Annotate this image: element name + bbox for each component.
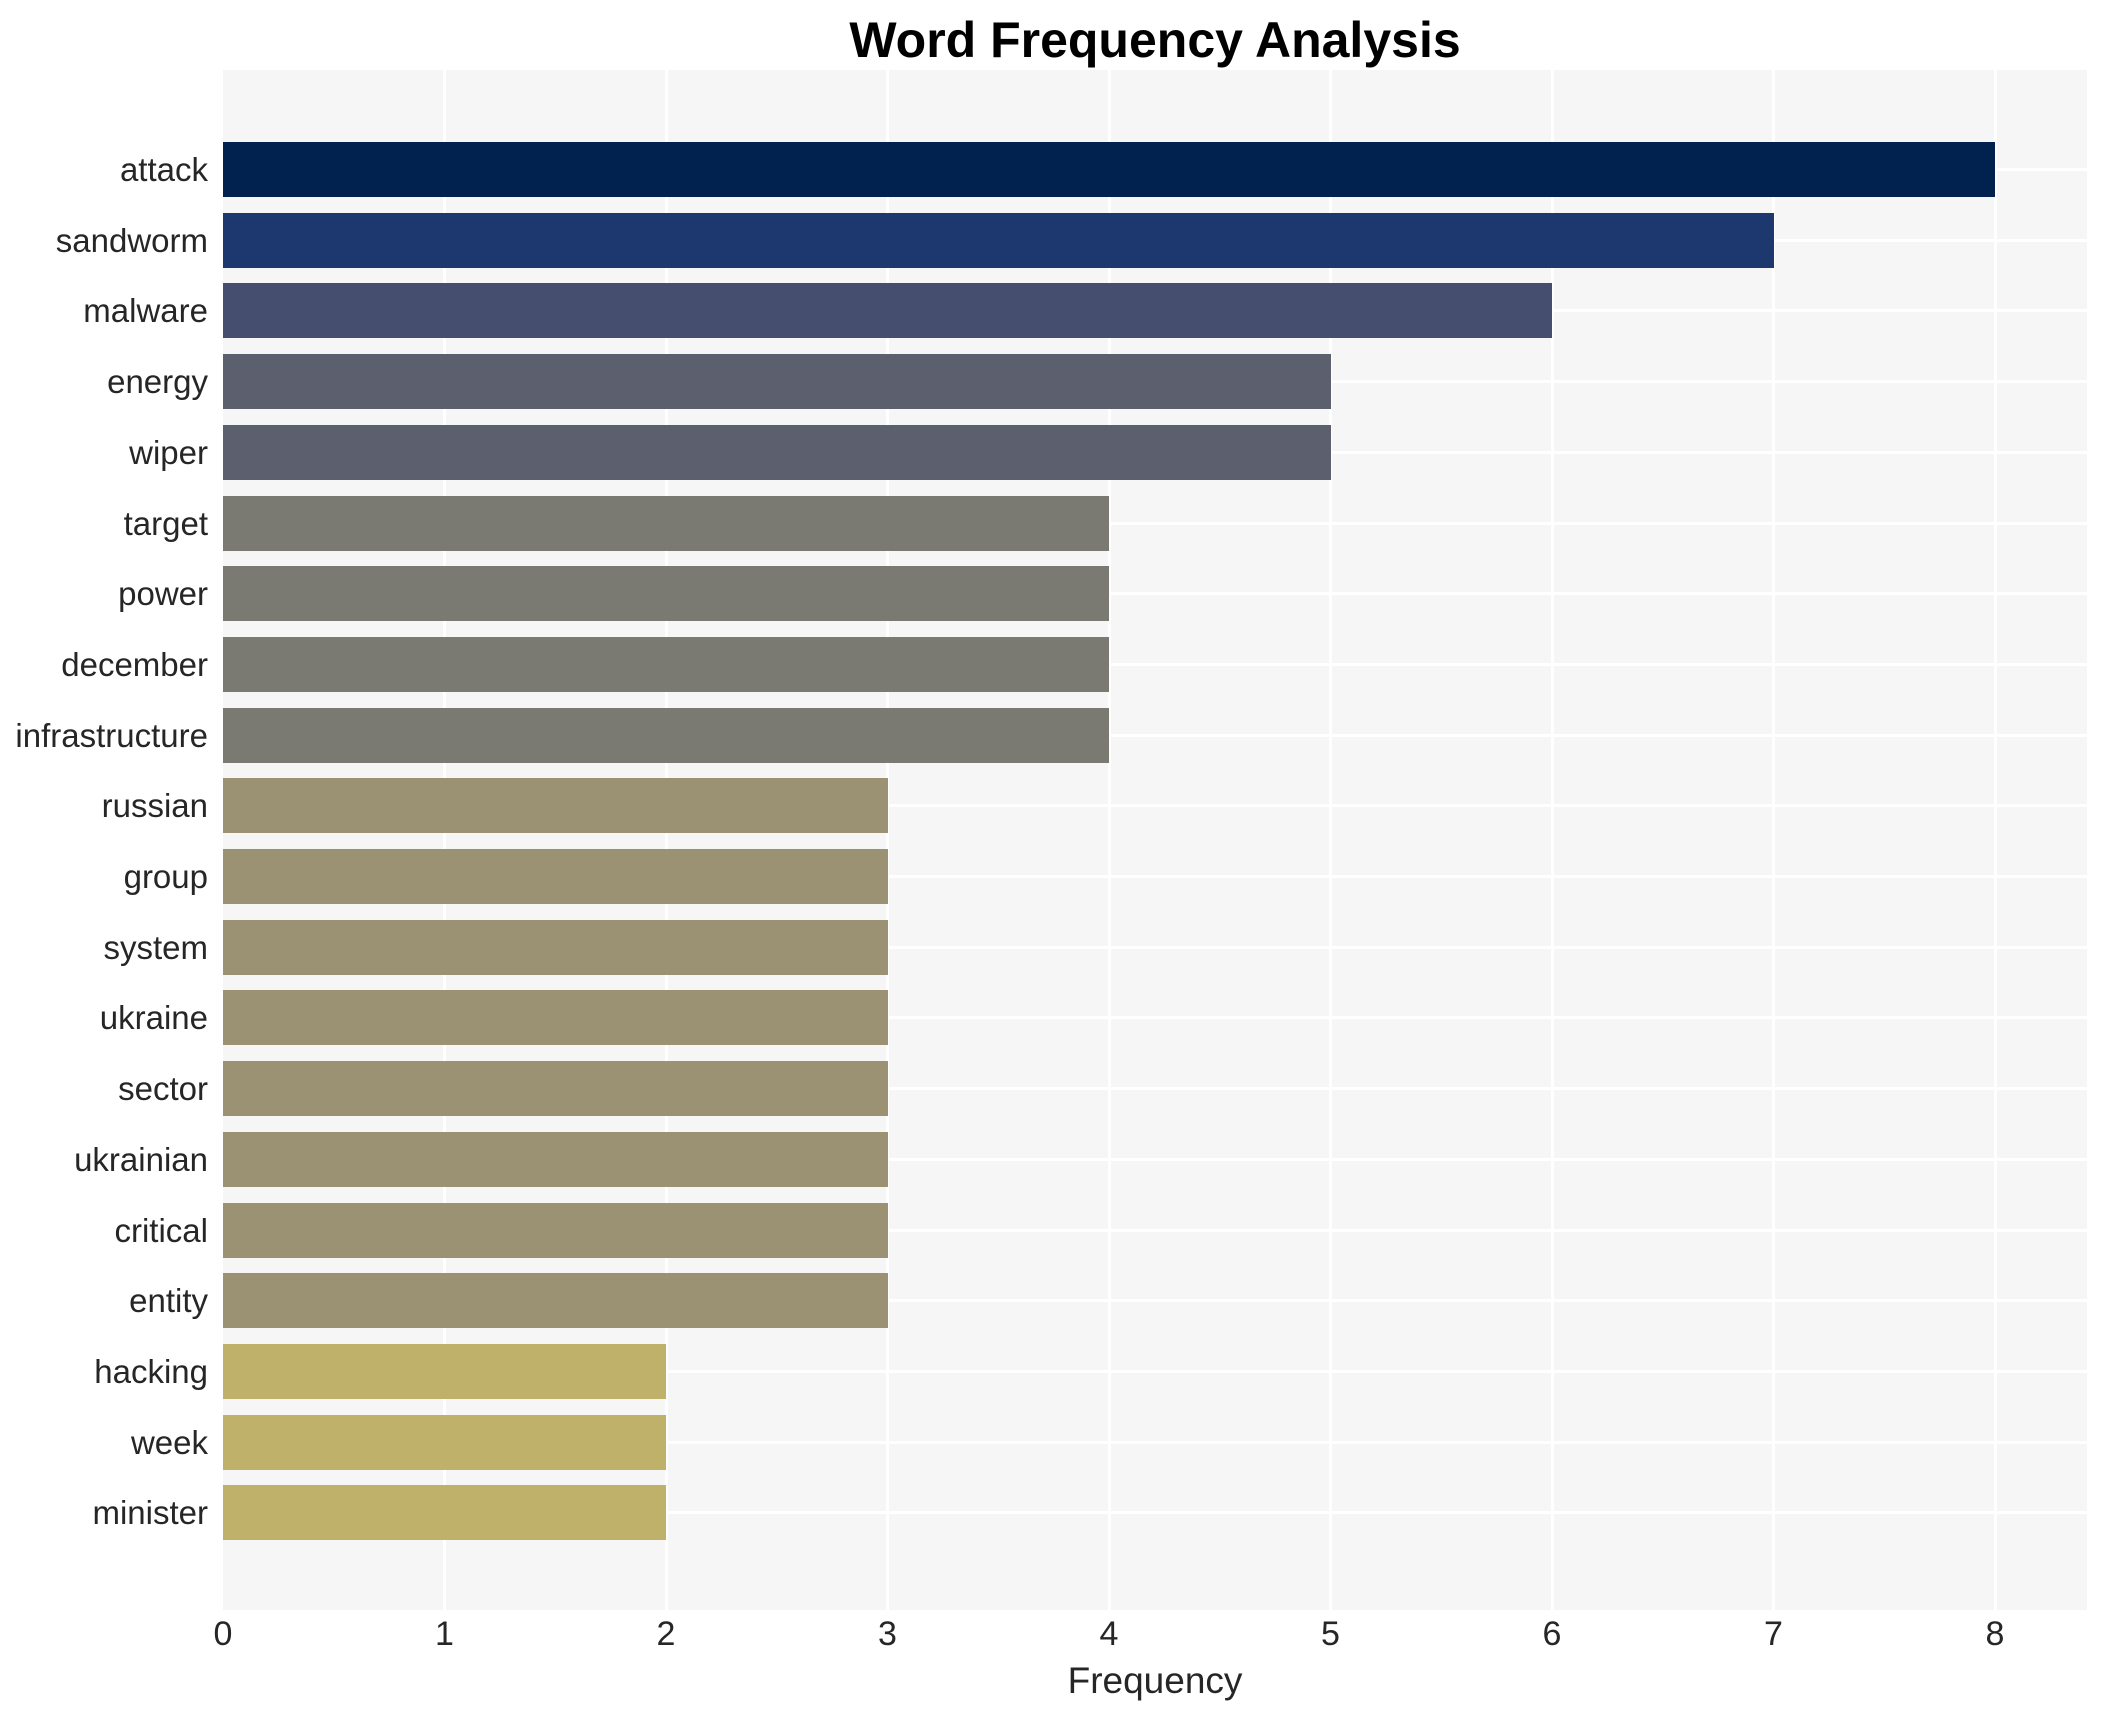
x-axis-label: Frequency: [1067, 1660, 1243, 1701]
x-tick-label-7: 7: [1764, 1615, 1783, 1653]
x-tick-label-0: 0: [213, 1615, 233, 1653]
gridline-vertical: [1772, 70, 1775, 1610]
gridline-horizontal: [223, 1369, 2087, 1373]
bar-infrastructure: [223, 707, 1109, 763]
gridline-horizontal: [223, 733, 2087, 737]
bar-ukraine: [223, 990, 888, 1046]
bar-group: [223, 849, 888, 904]
x-tick-label-4: 4: [1099, 1615, 1119, 1653]
bar-entity: [223, 1273, 888, 1329]
gridline-vertical: [886, 70, 889, 1610]
x-tick-label-8: 8: [1985, 1615, 2005, 1653]
gridline-horizontal: [223, 521, 2087, 525]
y-axis-label-week: week: [130, 1423, 208, 1461]
gridline-vertical: [664, 70, 668, 1610]
y-axis-label-critical: critical: [114, 1211, 208, 1249]
y-axis-label-attack: attack: [119, 151, 208, 188]
y-axis-label-target: target: [123, 504, 208, 542]
bar-ukrainian: [223, 1131, 888, 1187]
bar-hacking: [223, 1343, 666, 1399]
bar-critical: [223, 1202, 888, 1258]
gridline-horizontal: [223, 1299, 2087, 1303]
gridline-horizontal: [223, 1016, 2087, 1020]
gridline-horizontal: [223, 1228, 2087, 1232]
gridline-vertical: [1329, 70, 1332, 1610]
bar-power: [223, 566, 1109, 622]
gridline-vertical: [443, 70, 446, 1610]
gridline-horizontal: [223, 945, 2087, 949]
chart-title: Word Frequency Analysis: [849, 12, 1461, 68]
gridline-vertical: [1550, 70, 1554, 1610]
y-axis-label-ukrainian: ukrainian: [74, 1140, 208, 1178]
gridline-horizontal: [223, 662, 2087, 666]
plot-area: [223, 70, 2087, 1610]
y-axis-label-hacking: hacking: [94, 1352, 208, 1390]
y-axis-label-sandworm: sandworm: [55, 221, 208, 259]
bar-russian: [223, 778, 888, 834]
y-axis-label-infrastructure: infrastructure: [15, 716, 208, 754]
y-axis-label-minister: minister: [92, 1494, 208, 1532]
bar-energy: [223, 354, 1331, 410]
x-tick-label-1: 1: [435, 1615, 454, 1653]
bar-sector: [223, 1061, 888, 1117]
gridline-horizontal: [223, 1087, 2087, 1091]
bar-week: [223, 1414, 666, 1470]
bar-malware: [223, 283, 1552, 339]
x-tick-label-6: 6: [1542, 1615, 1562, 1653]
y-axis-label-entity: entity: [129, 1282, 208, 1320]
y-axis-label-group: group: [123, 858, 208, 895]
gridline-horizontal: [223, 804, 2087, 808]
y-axis-label-ukraine: ukraine: [99, 999, 208, 1037]
bar-sandworm: [223, 212, 1774, 268]
gridline-vertical: [1107, 70, 1111, 1610]
gridline-vertical: [1993, 70, 1997, 1610]
y-axis-label-sector: sector: [118, 1070, 208, 1108]
gridline-horizontal: [223, 1511, 2087, 1515]
bar-system: [223, 919, 888, 975]
y-axis-label-december: december: [61, 645, 208, 683]
bar-target: [223, 495, 1109, 551]
y-axis-label-power: power: [118, 575, 208, 613]
x-tick-label-5: 5: [1321, 1615, 1340, 1653]
y-axis-label-energy: energy: [107, 363, 208, 401]
gridline-horizontal: [223, 1157, 2087, 1161]
bar-wiper: [223, 424, 1331, 480]
y-axis-label-russian: russian: [101, 787, 208, 825]
bar-december: [223, 636, 1109, 692]
gridline-horizontal: [223, 1440, 2087, 1444]
gridline-horizontal: [223, 875, 2087, 878]
y-axis-label-system: system: [103, 928, 208, 966]
gridline-horizontal: [223, 592, 2087, 596]
x-tick-label-3: 3: [878, 1615, 897, 1653]
bar-minister: [223, 1485, 666, 1541]
bar-attack: [223, 142, 1995, 197]
y-axis-label-malware: malware: [83, 292, 208, 330]
y-axis-label-wiper: wiper: [129, 433, 208, 471]
x-tick-label-2: 2: [656, 1615, 676, 1653]
